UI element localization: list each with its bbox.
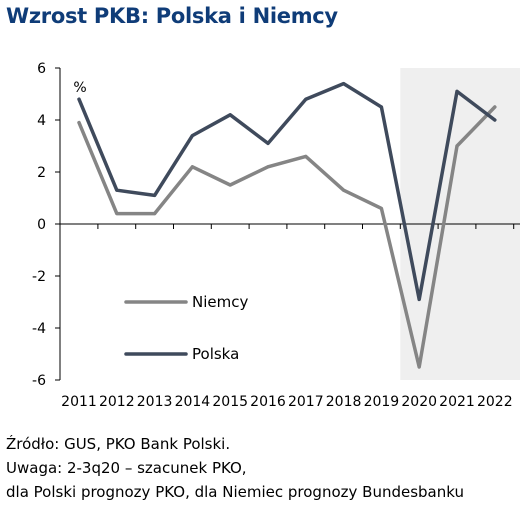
series-line-polska	[77, 81, 497, 302]
data-point-niemcy	[455, 144, 459, 148]
chart-title: Wzrost PKB: Polska i Niemcy	[6, 4, 338, 28]
x-tick-label: 2016	[250, 394, 286, 410]
data-point-polska	[153, 193, 157, 197]
x-tick-label: 2013	[137, 394, 173, 410]
data-point-polska	[455, 89, 459, 93]
data-point-niemcy	[266, 165, 270, 169]
x-tick-label: 2018	[326, 394, 362, 410]
methodology-note: Uwaga: 2-3q20 – szacunek PKO,	[6, 459, 247, 477]
data-point-niemcy	[379, 206, 383, 210]
y-tick-label: -6	[32, 373, 46, 389]
data-point-niemcy	[77, 121, 81, 125]
y-tick-label: 6	[37, 61, 46, 77]
x-tick-label: 2015	[212, 394, 248, 410]
x-tick-label: 2019	[364, 394, 400, 410]
data-point-polska	[228, 113, 232, 117]
data-point-polska	[77, 97, 81, 101]
forecast-note: dla Polski prognozy PKO, dla Niemiec pro…	[6, 483, 464, 501]
x-tick-label: 2022	[477, 394, 513, 410]
data-point-niemcy	[228, 183, 232, 187]
x-tick-label: 2014	[175, 394, 211, 410]
y-tick-label: -4	[32, 321, 46, 337]
x-tick-label: 2011	[61, 394, 97, 410]
data-point-polska	[190, 134, 194, 138]
data-point-niemcy	[190, 165, 194, 169]
data-point-niemcy	[153, 212, 157, 216]
chart-footer: Źródło: GUS, PKO Bank Polski. Uwaga: 2-3…	[6, 432, 464, 504]
data-point-niemcy	[304, 154, 308, 158]
series-line-niemcy	[77, 105, 497, 369]
x-tick-label: 2012	[99, 394, 135, 410]
data-point-polska	[493, 118, 497, 122]
data-point-niemcy	[417, 365, 421, 369]
y-tick-label: 2	[37, 165, 46, 181]
data-point-niemcy	[342, 188, 346, 192]
data-point-polska	[342, 82, 346, 86]
legend-label-polska: Polska	[192, 345, 239, 363]
y-tick-label: -2	[32, 269, 46, 285]
source-note: Źródło: GUS, PKO Bank Polski.	[6, 435, 231, 453]
data-point-polska	[417, 297, 421, 301]
data-point-polska	[379, 105, 383, 109]
x-tick-label: 2020	[401, 394, 437, 410]
x-tick-label: 2021	[439, 394, 475, 410]
unit-label: %	[73, 80, 86, 96]
data-point-niemcy	[493, 105, 497, 109]
x-tick-label: 2017	[288, 394, 324, 410]
data-point-polska	[266, 141, 270, 145]
legend-label-niemcy: Niemcy	[192, 293, 248, 311]
data-point-polska	[304, 97, 308, 101]
data-point-niemcy	[115, 212, 119, 216]
y-tick-label: 0	[37, 217, 46, 233]
data-point-polska	[115, 188, 119, 192]
y-tick-label: 4	[37, 113, 46, 129]
